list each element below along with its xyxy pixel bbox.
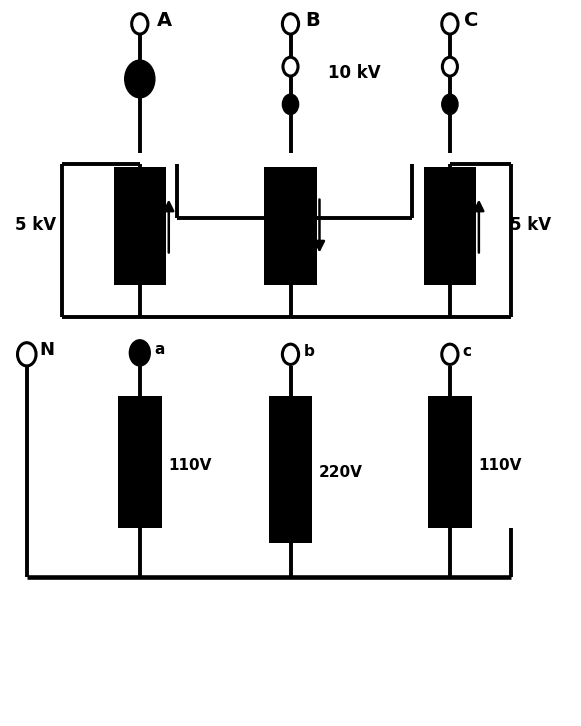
- Bar: [118, 396, 162, 529]
- Text: 5 kV: 5 kV: [510, 216, 551, 234]
- Text: C: C: [464, 11, 479, 30]
- Text: a: a: [155, 343, 164, 357]
- Bar: [269, 396, 312, 543]
- Text: b: b: [303, 344, 314, 359]
- Text: 110V: 110V: [479, 458, 522, 473]
- Bar: [114, 168, 166, 285]
- Text: 220V: 220V: [319, 465, 363, 481]
- Text: 110V: 110V: [168, 458, 212, 473]
- Circle shape: [442, 94, 458, 115]
- Text: B: B: [305, 11, 320, 30]
- Bar: [264, 168, 317, 285]
- Text: c: c: [462, 344, 472, 359]
- Circle shape: [125, 60, 155, 98]
- Text: N: N: [40, 341, 55, 359]
- Text: 10 kV: 10 kV: [328, 64, 381, 82]
- Bar: [428, 396, 472, 529]
- Circle shape: [282, 94, 299, 115]
- Text: 5 kV: 5 kV: [15, 216, 56, 234]
- Bar: [424, 168, 476, 285]
- Circle shape: [130, 340, 150, 366]
- Text: A: A: [157, 11, 173, 30]
